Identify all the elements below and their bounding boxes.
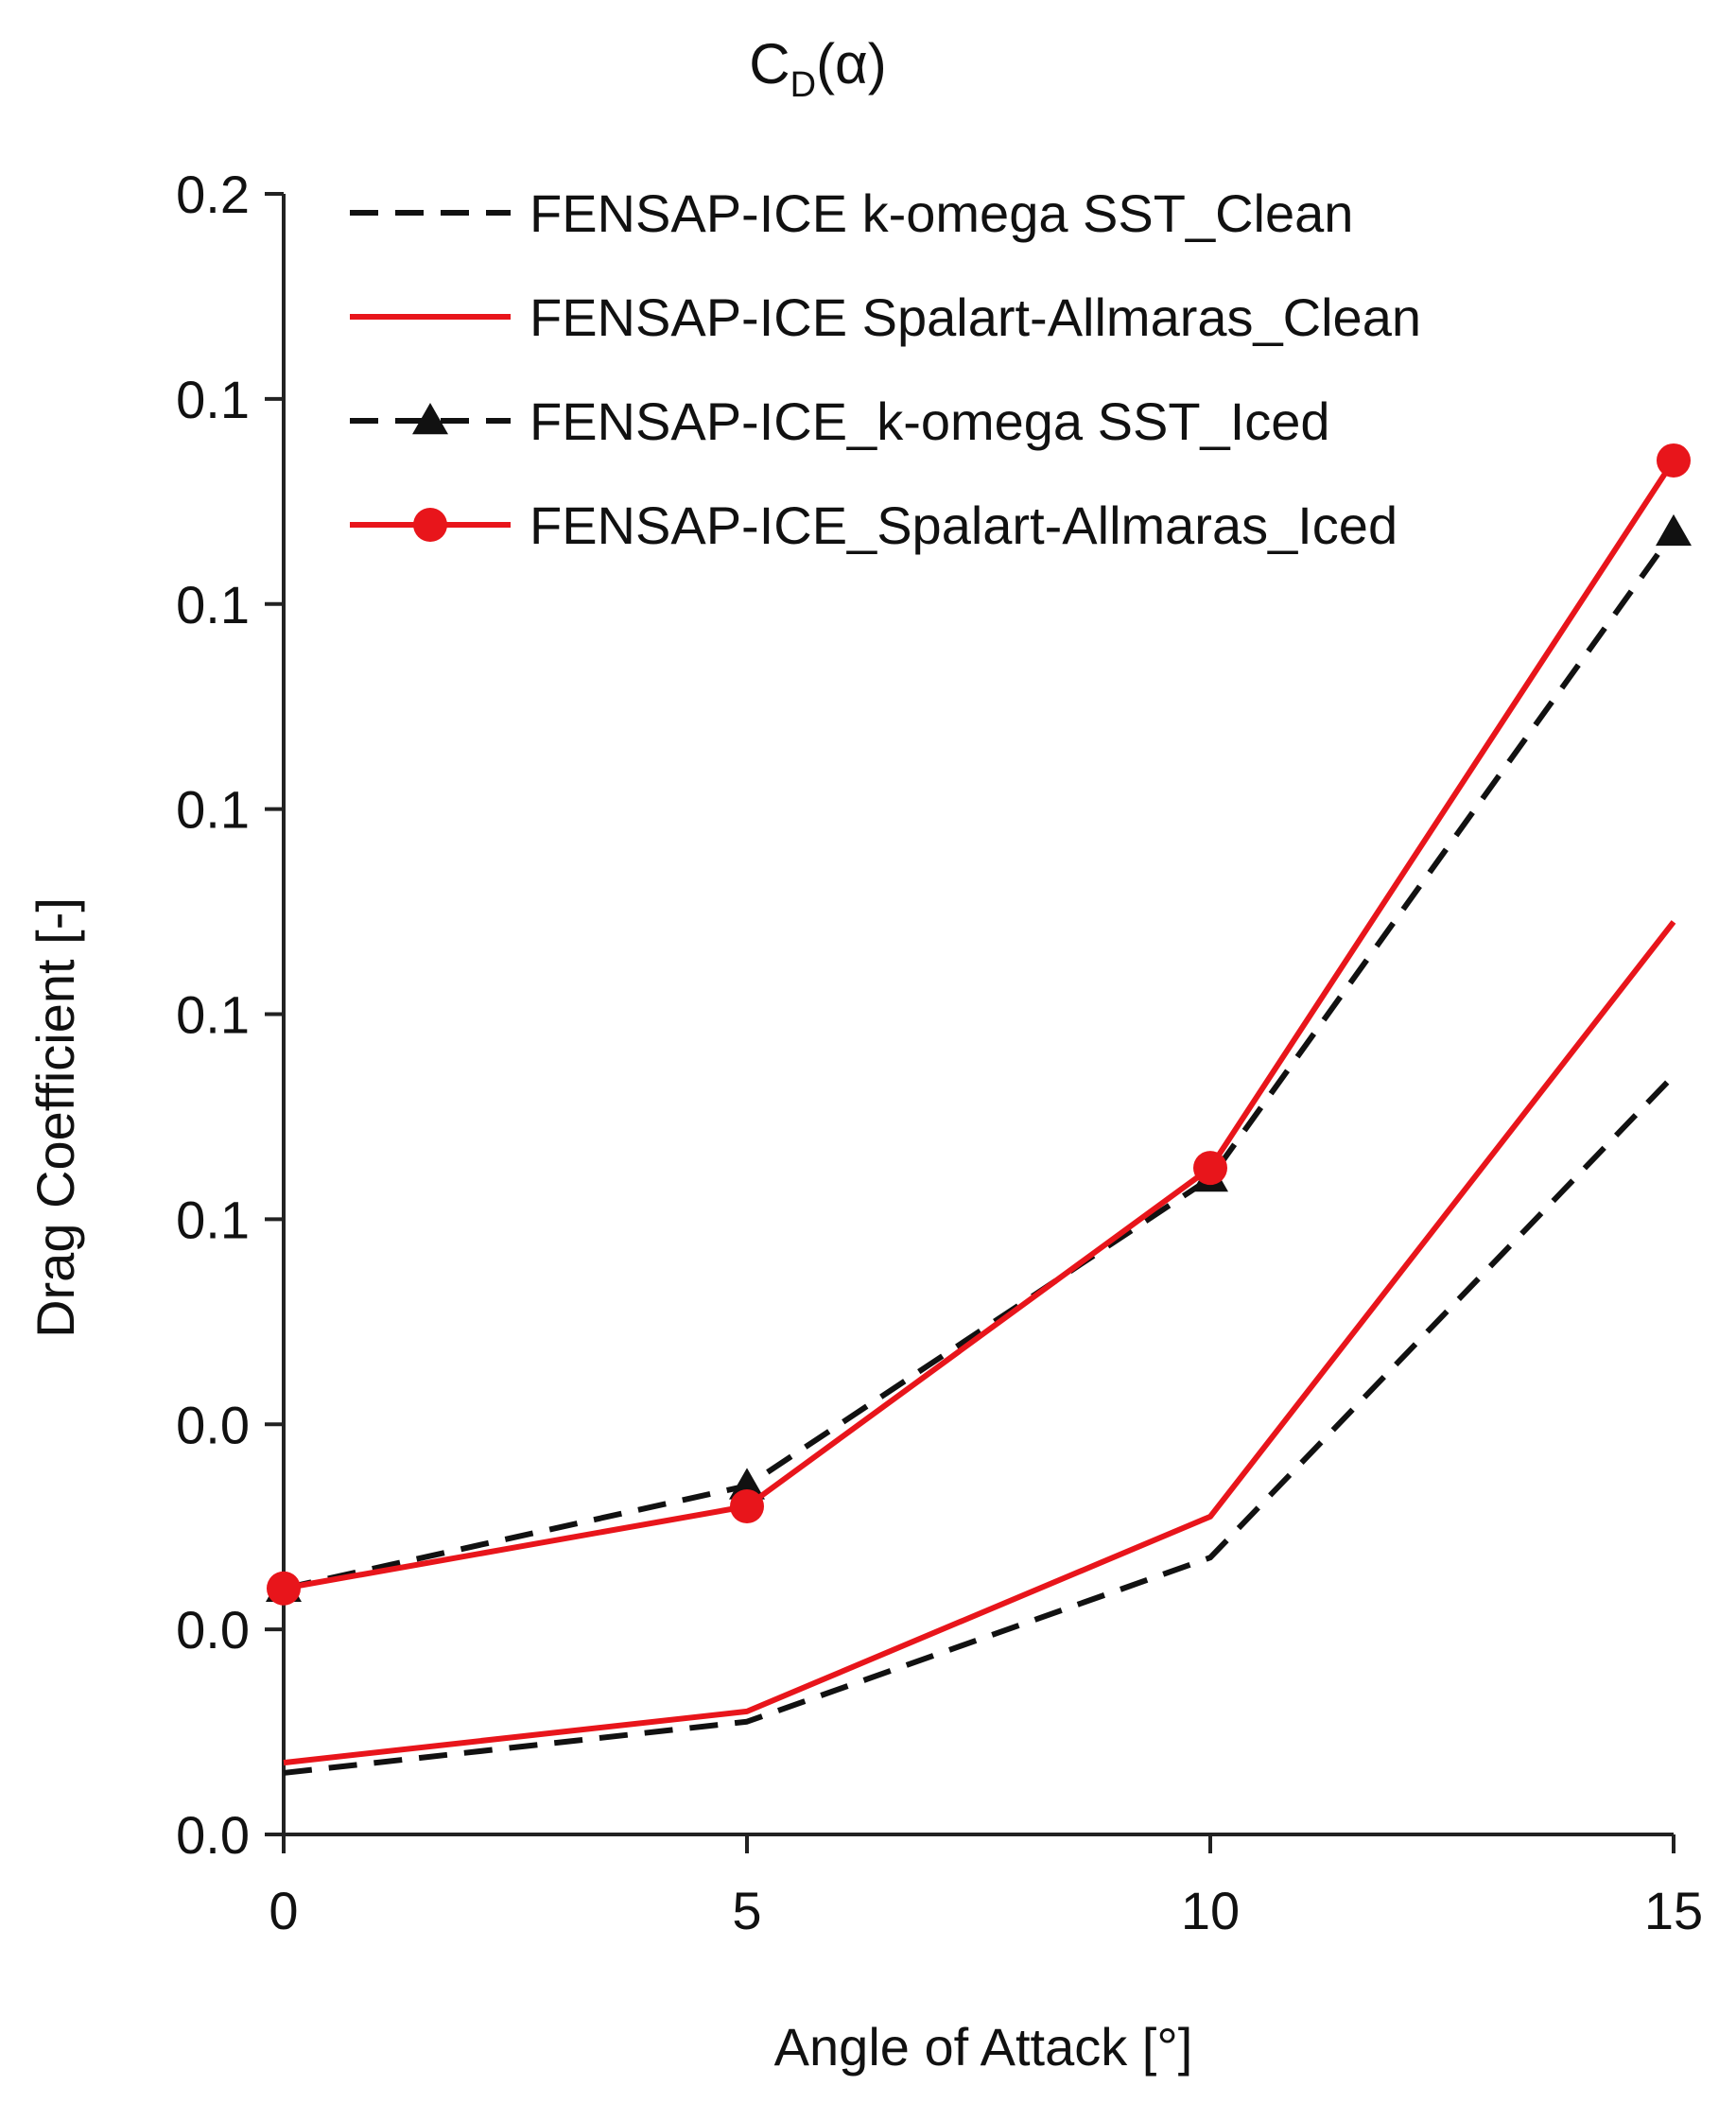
y-tick-label: 0.1 bbox=[176, 780, 250, 840]
y-tick-label: 0.1 bbox=[176, 985, 250, 1045]
data-point-fensap-ice-spalart-allmaras-iced bbox=[267, 1571, 301, 1606]
data-point-fensap-ice-k-omega-sst-iced bbox=[729, 1468, 765, 1500]
x-tick-label: 0 bbox=[269, 1881, 298, 1940]
y-tick-label: 0.1 bbox=[176, 370, 250, 429]
data-point-fensap-ice-spalart-allmaras-iced bbox=[1657, 443, 1691, 478]
chart-title-main: C bbox=[749, 32, 790, 96]
y-tick-label: 0.0 bbox=[176, 1805, 250, 1865]
x-tick-label: 15 bbox=[1644, 1881, 1703, 1940]
chart-title-subscript: D bbox=[790, 65, 816, 105]
series-line-fensap-ice-k-omega-sst-iced bbox=[283, 530, 1676, 1591]
y-tick-label: 0.1 bbox=[176, 1190, 250, 1249]
plot-area: 0.0 0.0 0.0 0.1 0.1 0.1 0.1 0.1 0.2 0 5 10 15 bbox=[176, 165, 1703, 1940]
legend-label-fensap-ice-k-omega-sst-iced: FENSAP-ICE_k-omega SST_Iced bbox=[529, 391, 1330, 451]
x-tick-label: 5 bbox=[732, 1881, 761, 1940]
x-tick-label: 10 bbox=[1181, 1881, 1240, 1940]
legend-label-fensap-ice-spalart-allmaras-clean: FENSAP-ICE Spalart-Allmaras_Clean bbox=[529, 287, 1421, 347]
legend-marker-fensap-ice-spalart-allmaras-iced bbox=[413, 508, 447, 542]
y-tick-label: 0.0 bbox=[176, 1600, 250, 1660]
y-tick-label: 0.1 bbox=[176, 575, 250, 634]
legend-label-fensap-ice-k-omega-sst-clean: FENSAP-ICE k-omega SST_Clean bbox=[529, 183, 1353, 243]
data-point-fensap-ice-k-omega-sst-iced bbox=[1656, 513, 1692, 547]
legend: FENSAP-ICE k-omega SST_Clean FENSAP-ICE S… bbox=[350, 183, 1421, 555]
legend-label-fensap-ice-spalart-allmaras-iced: FENSAP-ICE_Spalart-Allmaras_Iced bbox=[529, 495, 1397, 555]
series-line-fensap-ice-spalart-allmaras-clean bbox=[283, 920, 1676, 1766]
chart-title-rest: (α) bbox=[816, 32, 887, 96]
series-line-fensap-ice-k-omega-sst-clean bbox=[283, 1073, 1676, 1776]
legend-marker-fensap-ice-k-omega-sst-iced bbox=[412, 403, 448, 435]
data-point-fensap-ice-spalart-allmaras-iced bbox=[1193, 1151, 1227, 1186]
chart-title: CD(α) bbox=[749, 32, 886, 105]
y-axis-label: Drag Coefficient [-] bbox=[26, 897, 85, 1338]
x-axis-label: Angle of Attack [°] bbox=[774, 2017, 1193, 2077]
y-tick-label: 0.0 bbox=[176, 1395, 250, 1454]
y-tick-label: 0.2 bbox=[176, 165, 250, 224]
series-line-fensap-ice-spalart-allmaras-iced bbox=[283, 459, 1676, 1591]
data-point-fensap-ice-spalart-allmaras-iced bbox=[730, 1489, 764, 1523]
